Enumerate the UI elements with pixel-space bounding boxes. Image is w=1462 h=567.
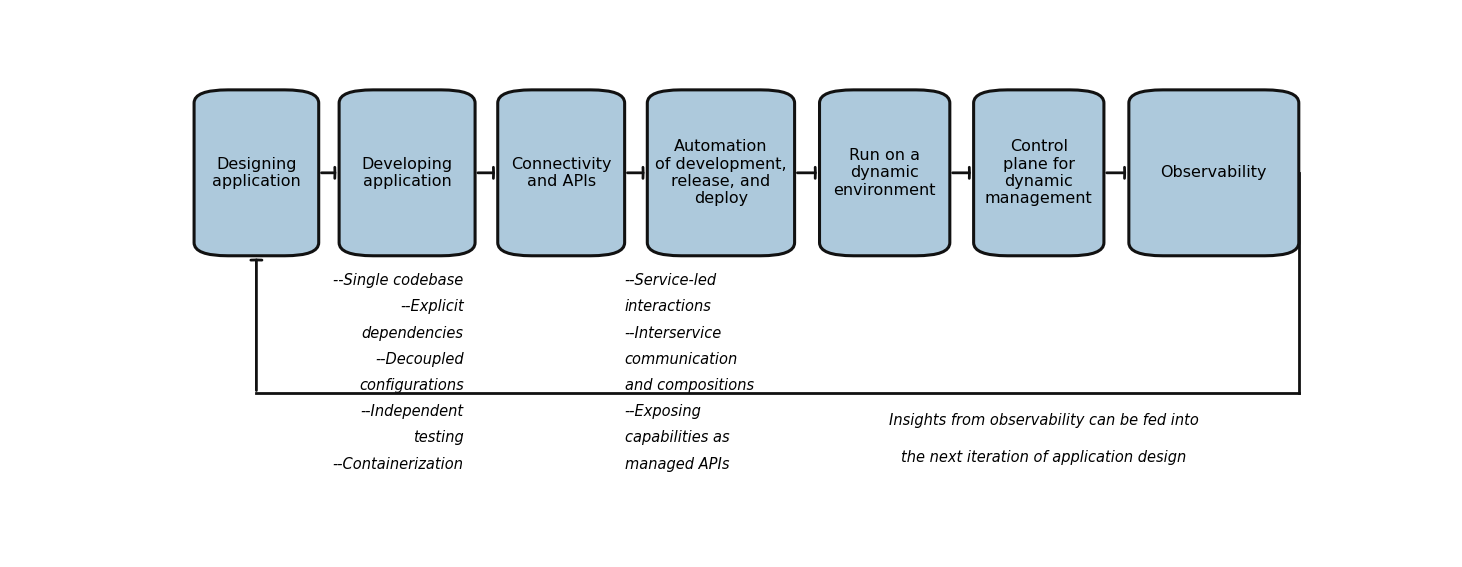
Text: Developing
application: Developing application <box>361 156 453 189</box>
Text: Control
plane for
dynamic
management: Control plane for dynamic management <box>985 139 1092 206</box>
Text: communication: communication <box>624 352 738 367</box>
FancyBboxPatch shape <box>497 90 624 256</box>
Text: Observability: Observability <box>1161 166 1268 180</box>
Text: --Service-led: --Service-led <box>624 273 716 288</box>
Text: and compositions: and compositions <box>624 378 754 393</box>
Text: --Decoupled: --Decoupled <box>376 352 463 367</box>
Text: testing: testing <box>412 430 463 446</box>
Text: Designing
application: Designing application <box>212 156 301 189</box>
Text: --Explicit: --Explicit <box>401 299 463 315</box>
Text: Run on a
dynamic
environment: Run on a dynamic environment <box>833 148 936 198</box>
Text: configurations: configurations <box>360 378 463 393</box>
Text: --Interservice: --Interservice <box>624 325 722 341</box>
FancyBboxPatch shape <box>648 90 795 256</box>
Text: dependencies: dependencies <box>361 325 463 341</box>
Text: capabilities as: capabilities as <box>624 430 730 446</box>
Text: Connectivity
and APIs: Connectivity and APIs <box>510 156 611 189</box>
Text: --Single codebase: --Single codebase <box>333 273 463 288</box>
Text: --Independent: --Independent <box>361 404 463 419</box>
Text: Automation
of development,
release, and
deploy: Automation of development, release, and … <box>655 139 787 206</box>
FancyBboxPatch shape <box>194 90 319 256</box>
FancyBboxPatch shape <box>339 90 475 256</box>
FancyBboxPatch shape <box>820 90 950 256</box>
Text: interactions: interactions <box>624 299 712 315</box>
Text: --Containerization: --Containerization <box>333 456 463 472</box>
FancyBboxPatch shape <box>974 90 1104 256</box>
Text: the next iteration of application design: the next iteration of application design <box>901 450 1187 466</box>
FancyBboxPatch shape <box>1129 90 1298 256</box>
Text: managed APIs: managed APIs <box>624 456 730 472</box>
Text: Insights from observability can be fed into: Insights from observability can be fed i… <box>889 413 1199 428</box>
Text: --Exposing: --Exposing <box>624 404 702 419</box>
